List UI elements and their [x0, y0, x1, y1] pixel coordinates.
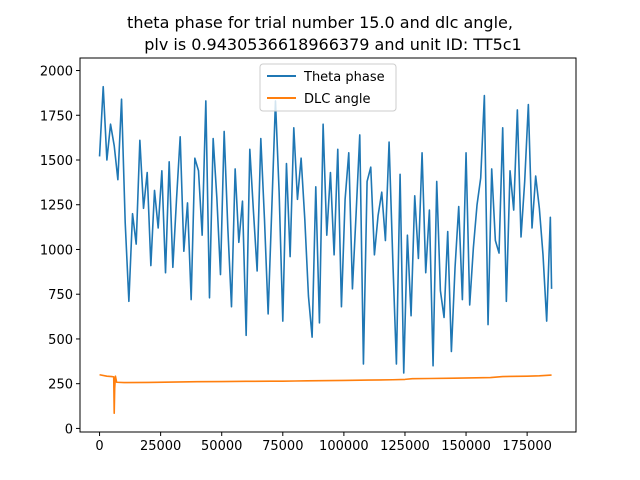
chart-title-line-1: theta phase for trial number 15.0 and dl…	[127, 13, 513, 32]
y-tick-label: 250	[48, 378, 73, 393]
y-tick-label: 1250	[40, 199, 73, 214]
y-tick-label: 750	[48, 288, 73, 303]
y-tick-label: 2000	[40, 65, 73, 80]
legend-label-theta-phase: Theta phase	[303, 70, 385, 85]
y-tick-label: 1000	[40, 243, 73, 258]
x-tick-label: 100000	[319, 439, 369, 454]
x-tick-label: 125000	[380, 439, 430, 454]
y-tick-label: 500	[48, 333, 73, 348]
x-tick-label: 75000	[262, 439, 303, 454]
legend: Theta phase DLC angle	[259, 63, 397, 112]
series-line-dlc-angle	[99, 373, 552, 415]
x-tick-label: 150000	[441, 439, 491, 454]
x-tick-label: 25000	[140, 439, 181, 454]
legend-label-dlc-angle: DLC angle	[304, 92, 371, 107]
y-tick-label: 1750	[40, 109, 73, 124]
x-tick-label: 0	[95, 439, 103, 454]
y-tick-label: 1500	[40, 154, 73, 169]
chart-title-line-2: plv is 0.9430536618966379 and unit ID: T…	[144, 35, 521, 54]
y-tick-label: 0	[65, 422, 73, 437]
x-tick-label: 50000	[201, 439, 242, 454]
series-line-theta-phase	[98, 85, 553, 374]
x-tick-label: 175000	[502, 439, 552, 454]
plot-area-frame	[79, 57, 577, 433]
